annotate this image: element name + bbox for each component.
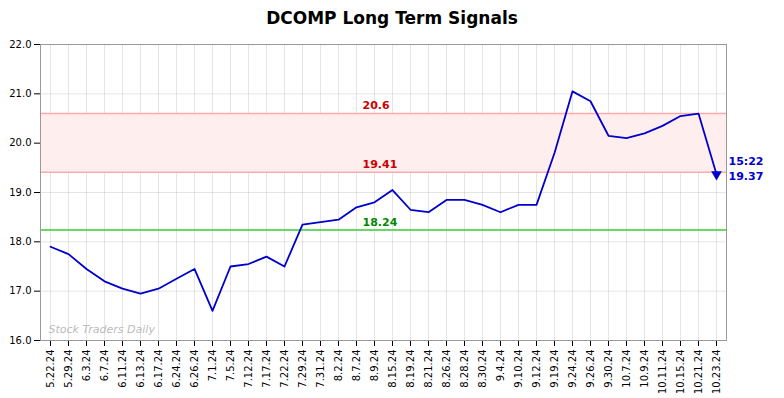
svg-text:18.0: 18.0 [9,236,31,247]
svg-text:9.30.24: 9.30.24 [603,350,614,388]
svg-text:8.19.24: 8.19.24 [405,350,416,388]
svg-text:7.5.24: 7.5.24 [225,350,236,382]
svg-text:Stock Traders Daily: Stock Traders Daily [49,323,156,336]
svg-text:5.22.24: 5.22.24 [45,350,56,388]
svg-text:6.11.24: 6.11.24 [117,350,128,388]
svg-text:6.24.24: 6.24.24 [171,350,182,388]
svg-text:15:22: 15:22 [729,155,764,168]
html-text:DCOMP Long Term Signals: DCOMP Long Term Signals [266,8,518,28]
svg-text:5.29.24: 5.29.24 [63,350,74,388]
svg-text:6.7.24: 6.7.24 [99,350,110,382]
svg-text:7.31.24: 7.31.24 [315,350,326,388]
svg-text:8.7.24: 8.7.24 [351,350,362,382]
svg-text:22.0: 22.0 [9,39,31,50]
svg-text:7.22.24: 7.22.24 [279,350,290,388]
svg-text:10.9.24: 10.9.24 [639,350,650,388]
svg-text:9.19.24: 9.19.24 [549,350,560,388]
svg-text:6.13.24: 6.13.24 [135,350,146,388]
svg-text:6.26.24: 6.26.24 [189,350,200,388]
svg-text:8.26.24: 8.26.24 [441,350,452,388]
svg-text:19.41: 19.41 [363,158,398,171]
svg-text:21.0: 21.0 [9,88,31,99]
svg-text:9.12.24: 9.12.24 [531,350,542,388]
svg-text:19.0: 19.0 [9,187,31,198]
svg-text:20.0: 20.0 [9,137,31,148]
svg-text:8.28.24: 8.28.24 [459,350,470,388]
svg-text:6.3.24: 6.3.24 [81,350,92,382]
svg-text:9.26.24: 9.26.24 [585,350,596,388]
svg-text:8.21.24: 8.21.24 [423,350,434,388]
svg-text:9.10.24: 9.10.24 [513,350,524,388]
svg-text:10.21.24: 10.21.24 [693,350,704,395]
svg-text:7.12.24: 7.12.24 [243,350,254,388]
svg-text:7.17.24: 7.17.24 [261,350,272,388]
svg-text:10.23.24: 10.23.24 [711,350,722,395]
svg-text:7.29.24: 7.29.24 [297,350,308,388]
svg-text:20.6: 20.6 [363,99,390,112]
svg-text:6.17.24: 6.17.24 [153,350,164,388]
svg-text:10.7.24: 10.7.24 [621,350,632,388]
svg-text:7.1.24: 7.1.24 [207,350,218,382]
svg-text:10.11.24: 10.11.24 [657,350,668,395]
svg-text:18.24: 18.24 [363,216,398,229]
svg-text:19.37: 19.37 [729,170,764,183]
svg-text:8.2.24: 8.2.24 [333,350,344,382]
svg-text:16.0: 16.0 [9,335,31,346]
svg-text:17.0: 17.0 [9,285,31,296]
svg-text:9.24.24: 9.24.24 [567,350,578,388]
svg-text:9.4.24: 9.4.24 [495,350,506,382]
svg-text:10.15.24: 10.15.24 [675,350,686,395]
svg-text:8.30.24: 8.30.24 [477,350,488,388]
svg-text:8.15.24: 8.15.24 [387,350,398,388]
svg-text:8.9.24: 8.9.24 [369,350,380,382]
